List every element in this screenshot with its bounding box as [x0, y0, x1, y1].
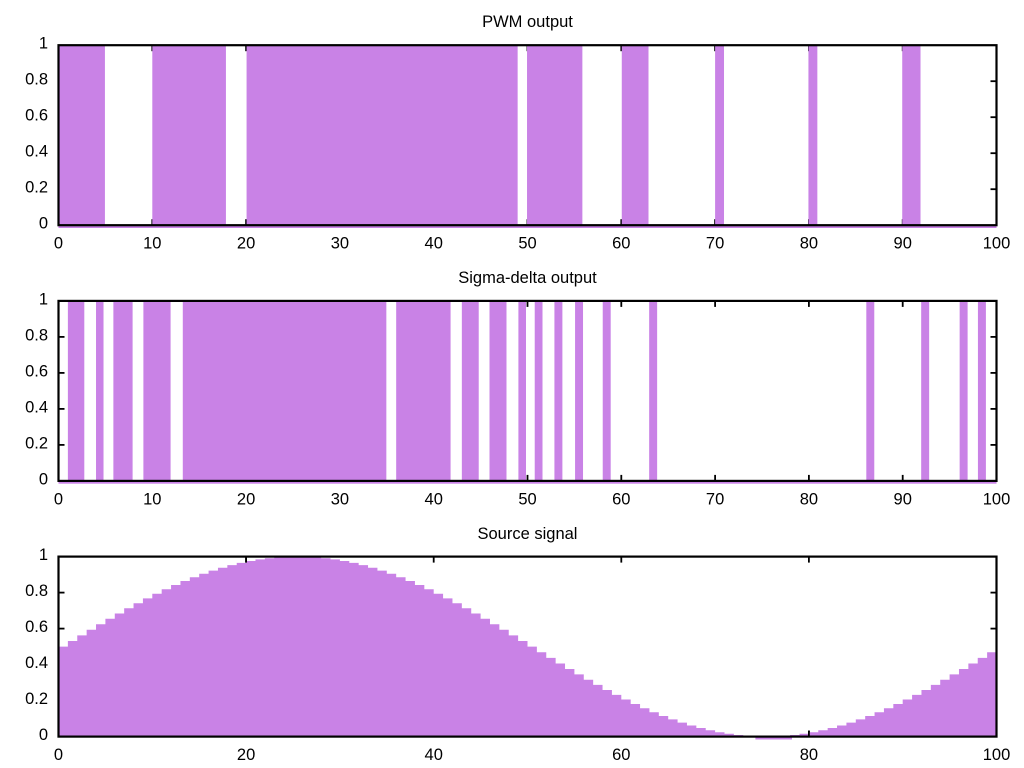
svg-text:0: 0 — [54, 235, 63, 253]
svg-text:0.6: 0.6 — [25, 362, 48, 380]
svg-text:10: 10 — [143, 490, 161, 508]
svg-text:70: 70 — [706, 490, 724, 508]
svg-text:30: 30 — [331, 235, 349, 253]
svg-text:0.2: 0.2 — [25, 179, 48, 197]
svg-text:90: 90 — [894, 235, 912, 253]
svg-text:0.4: 0.4 — [25, 398, 48, 416]
svg-text:20: 20 — [237, 490, 255, 508]
svg-text:0.2: 0.2 — [25, 690, 48, 708]
svg-text:0.8: 0.8 — [25, 71, 48, 89]
svg-text:80: 80 — [800, 235, 818, 253]
svg-text:0.2: 0.2 — [25, 434, 48, 452]
svg-text:90: 90 — [894, 490, 912, 508]
svg-text:20: 20 — [237, 746, 255, 764]
svg-text:40: 40 — [425, 746, 443, 764]
svg-text:0: 0 — [39, 726, 48, 744]
svg-text:0: 0 — [54, 746, 63, 764]
svg-text:60: 60 — [612, 235, 630, 253]
svg-text:1: 1 — [39, 290, 48, 308]
svg-text:100: 100 — [983, 490, 1011, 508]
svg-text:0: 0 — [39, 470, 48, 488]
svg-text:40: 40 — [425, 235, 443, 253]
svg-text:80: 80 — [800, 490, 818, 508]
svg-text:100: 100 — [983, 235, 1011, 253]
svg-text:0.6: 0.6 — [25, 618, 48, 636]
svg-text:20: 20 — [237, 235, 255, 253]
svg-text:1: 1 — [39, 35, 48, 53]
svg-text:PWM output: PWM output — [482, 13, 573, 31]
svg-text:0.8: 0.8 — [25, 582, 48, 600]
svg-text:60: 60 — [612, 490, 630, 508]
svg-text:40: 40 — [425, 490, 443, 508]
svg-text:60: 60 — [612, 746, 630, 764]
svg-text:0: 0 — [39, 215, 48, 233]
svg-text:0.4: 0.4 — [25, 143, 48, 161]
svg-text:30: 30 — [331, 490, 349, 508]
svg-text:1: 1 — [39, 546, 48, 564]
svg-text:100: 100 — [983, 746, 1011, 764]
svg-text:50: 50 — [518, 235, 536, 253]
svg-text:70: 70 — [706, 235, 724, 253]
svg-text:0.8: 0.8 — [25, 326, 48, 344]
svg-text:50: 50 — [518, 490, 536, 508]
svg-text:0.4: 0.4 — [25, 654, 48, 672]
svg-text:Source signal: Source signal — [478, 525, 578, 543]
svg-text:Sigma-delta output: Sigma-delta output — [458, 269, 597, 287]
svg-text:0: 0 — [54, 490, 63, 508]
svg-text:80: 80 — [800, 746, 818, 764]
svg-text:0.6: 0.6 — [25, 107, 48, 125]
svg-text:10: 10 — [143, 235, 161, 253]
